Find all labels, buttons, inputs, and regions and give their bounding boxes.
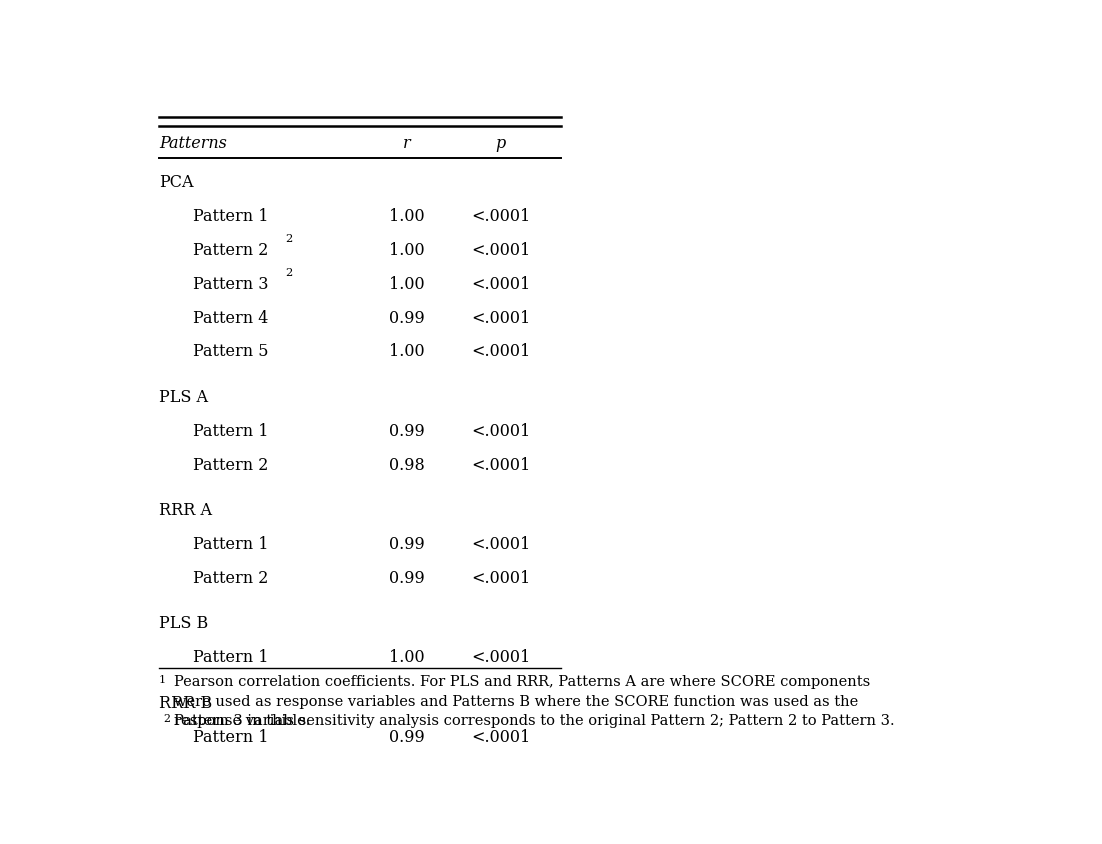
Text: 1.00: 1.00 — [389, 343, 424, 360]
Text: 0.99: 0.99 — [389, 728, 424, 744]
Text: 2: 2 — [285, 234, 293, 243]
Text: Pearson correlation coefficients. For PLS and RRR, Patterns A are where SCORE co: Pearson correlation coefficients. For PL… — [174, 674, 869, 728]
Text: <.0001: <.0001 — [471, 456, 530, 473]
Text: Pattern 5: Pattern 5 — [193, 343, 269, 360]
Text: Patterns: Patterns — [159, 135, 227, 152]
Text: <.0001: <.0001 — [471, 208, 530, 225]
Text: 0.99: 0.99 — [389, 569, 424, 586]
Text: Pattern 1: Pattern 1 — [193, 728, 269, 744]
Text: <.0001: <.0001 — [471, 569, 530, 586]
Text: 1.00: 1.00 — [389, 241, 424, 258]
Text: Pattern 1: Pattern 1 — [193, 422, 269, 439]
Text: 2: 2 — [285, 268, 293, 277]
Text: Pattern 1: Pattern 1 — [193, 648, 269, 665]
Text: <.0001: <.0001 — [471, 275, 530, 292]
Text: <.0001: <.0001 — [471, 343, 530, 360]
Text: Pattern 3: Pattern 3 — [193, 275, 269, 292]
Text: 1.00: 1.00 — [389, 275, 424, 292]
Text: RRR A: RRR A — [159, 501, 212, 518]
Text: 1.00: 1.00 — [389, 648, 424, 665]
Text: PLS A: PLS A — [159, 388, 208, 405]
Text: <.0001: <.0001 — [471, 535, 530, 552]
Text: 2: 2 — [163, 713, 171, 723]
Text: Pattern 2: Pattern 2 — [193, 569, 269, 586]
Text: 0.99: 0.99 — [389, 422, 424, 439]
Text: <.0001: <.0001 — [471, 422, 530, 439]
Text: 1.00: 1.00 — [389, 208, 424, 225]
Text: p: p — [496, 135, 506, 152]
Text: Pattern 2: Pattern 2 — [193, 241, 269, 258]
Text: Pattern 1: Pattern 1 — [193, 208, 269, 225]
Text: r: r — [403, 135, 411, 152]
Text: Pattern 4: Pattern 4 — [193, 309, 269, 326]
Text: RRR B: RRR B — [159, 694, 213, 711]
Text: Pattern 3 in this sensitivity analysis corresponds to the original Pattern 2; Pa: Pattern 3 in this sensitivity analysis c… — [174, 713, 894, 728]
Text: 0.99: 0.99 — [389, 309, 424, 326]
Text: PLS B: PLS B — [159, 614, 208, 631]
Text: <.0001: <.0001 — [471, 648, 530, 665]
Text: 0.98: 0.98 — [389, 456, 424, 473]
Text: <.0001: <.0001 — [471, 309, 530, 326]
Text: 0.99: 0.99 — [389, 535, 424, 552]
Text: <.0001: <.0001 — [471, 241, 530, 258]
Text: Pattern 1: Pattern 1 — [193, 535, 269, 552]
Text: 1: 1 — [159, 674, 166, 684]
Text: PCA: PCA — [159, 174, 194, 191]
Text: <.0001: <.0001 — [471, 728, 530, 744]
Text: Pattern 2: Pattern 2 — [193, 456, 269, 473]
